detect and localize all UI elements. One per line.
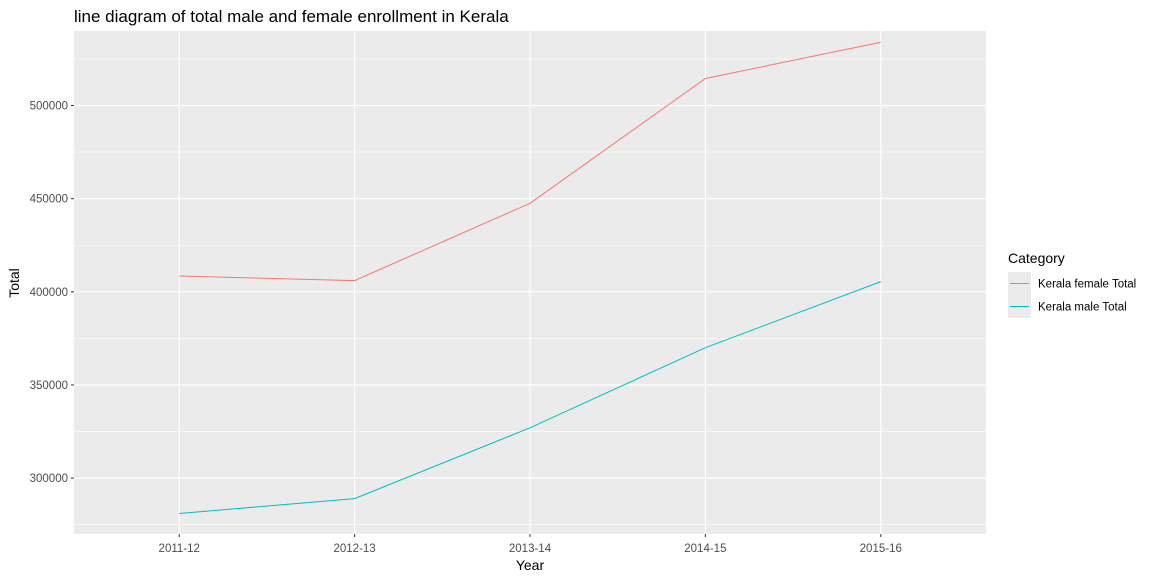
x-tick-label: 2012-13 <box>334 543 376 555</box>
x-axis-title: Year <box>516 557 545 573</box>
x-tick-label: 2011-12 <box>159 543 200 555</box>
legend-label: Kerala male Total <box>1038 302 1127 314</box>
chart-title: line diagram of total male and female en… <box>74 7 509 26</box>
y-axis-title: Total <box>6 268 22 298</box>
y-tick-label: 450000 <box>30 194 68 206</box>
series-lines <box>179 41 881 514</box>
y-tick-label: 400000 <box>30 287 68 299</box>
y-tick-label: 500000 <box>30 101 68 113</box>
series-line-male <box>179 281 881 514</box>
x-tick-label: 2013-14 <box>509 543 552 555</box>
x-tick-label: 2015-16 <box>860 543 902 555</box>
y-axis-ticks: 300000 350000 400000 450000 500000 <box>30 101 74 485</box>
legend-title: Category <box>1008 250 1065 266</box>
legend-items: Kerala female Total Kerala male Total <box>1008 272 1136 318</box>
y-tick-label: 350000 <box>30 380 68 392</box>
major-gridlines <box>74 31 986 534</box>
series-line-female <box>179 41 881 282</box>
y-tick-label: 300000 <box>30 473 68 485</box>
x-tick-label: 2014-15 <box>684 543 726 555</box>
x-axis-ticks: 2011-12 2012-13 2013-14 2014-15 2015-16 <box>159 534 902 555</box>
legend-label: Kerala female Total <box>1038 279 1136 291</box>
legend: Category Kerala female Total Kerala male … <box>1008 250 1136 318</box>
